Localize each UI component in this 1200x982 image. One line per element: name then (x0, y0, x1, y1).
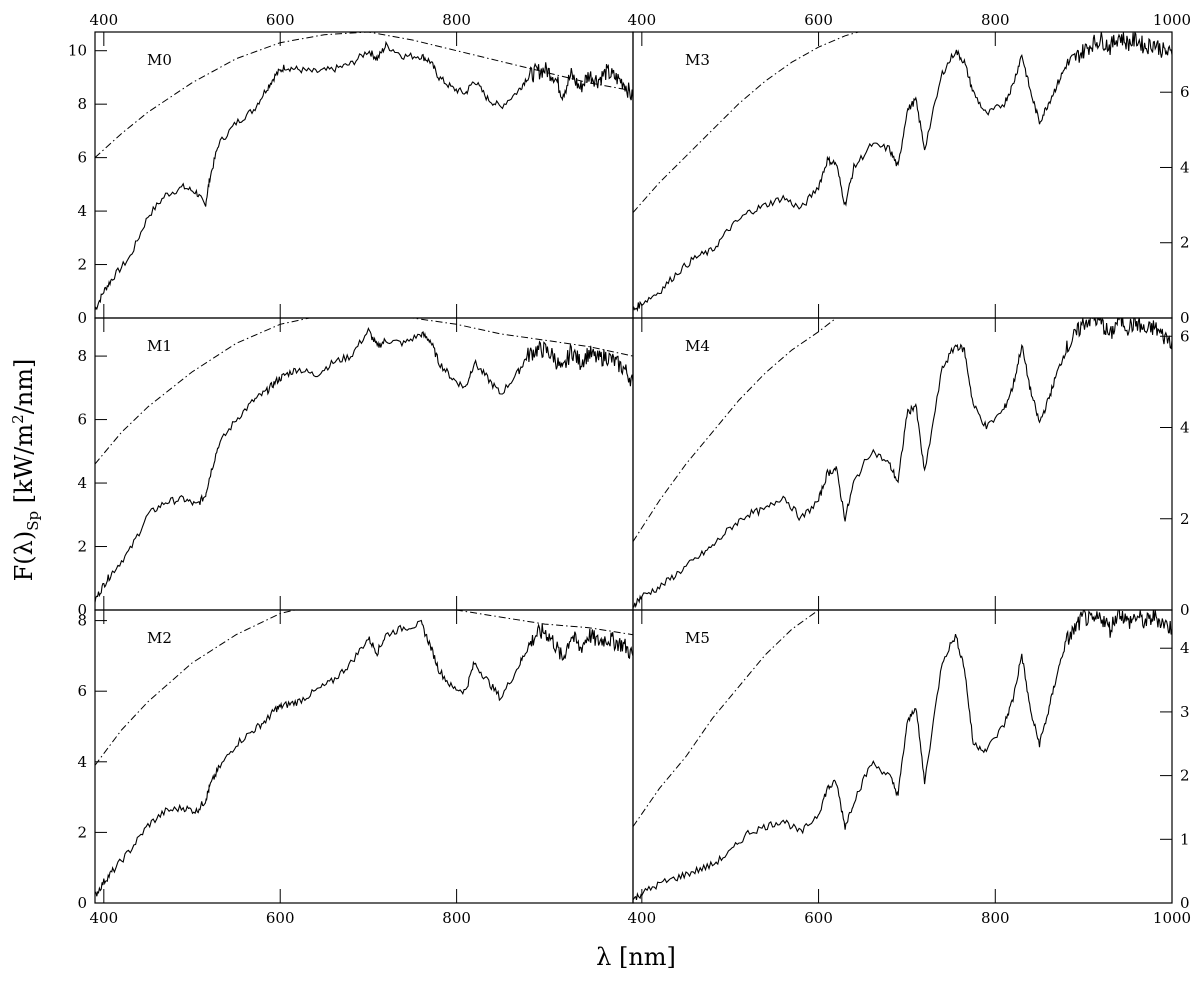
y-tick-label: 2 (77, 823, 87, 841)
y-tick-label: 0 (77, 601, 87, 619)
y-tick-label: 4 (1180, 419, 1190, 437)
panel-m2: 400 600 800 0 2 4 6 8 M2 (77, 609, 634, 927)
y-tick-label: 2 (1180, 767, 1190, 785)
y-tick-label: 0 (77, 309, 87, 327)
x-tick-label: 400 (89, 909, 118, 927)
x-tick-label: 800 (442, 909, 471, 927)
panel-m0: 400 600 800 0 2 4 6 8 10 M0 (68, 11, 634, 327)
x-tick-label: 1000 (1153, 909, 1191, 927)
panel-label-m3: M3 (685, 51, 710, 69)
spectrum-line-m4 (633, 318, 1172, 609)
panel-m4: 0 2 4 6 M4 (632, 317, 1190, 619)
blackbody-curve-m3 (633, 32, 861, 213)
panel-frame (632, 31, 1173, 319)
panel-m3: 400 600 800 1000 0 2 4 6 M3 (628, 11, 1192, 327)
y-tick-label: 8 (77, 612, 87, 630)
y-tick-label: 6 (77, 411, 87, 429)
blackbody-curve-m0 (95, 32, 633, 158)
blackbody-curve-m5 (633, 610, 819, 827)
panel-frame (94, 609, 634, 904)
spectrum-line-m2 (95, 619, 633, 897)
y-axis-title-main: F(λ) (10, 531, 38, 582)
y-tick-label: 3 (1180, 703, 1190, 721)
y-tick-label: 2 (77, 538, 87, 556)
top-x-tick-label: 1000 (1153, 11, 1191, 29)
panel-frame (94, 31, 634, 319)
y-tick-label: 4 (77, 753, 87, 771)
x-tick-label: 800 (981, 909, 1010, 927)
y-tick-label: 0 (1180, 309, 1190, 327)
y-tick-label: 0 (77, 894, 87, 912)
y-tick-label: 0 (1180, 601, 1190, 619)
y-tick-label: 6 (1180, 327, 1190, 345)
y-tick-label: 0 (1180, 894, 1190, 912)
panel-label-m0: M0 (147, 51, 172, 69)
panel-label-m2: M2 (147, 629, 172, 647)
y-tick-label: 4 (77, 202, 87, 220)
y-tick-label: 4 (1180, 639, 1190, 657)
blackbody-curve-m4 (633, 318, 837, 542)
y-tick-label: 6 (77, 682, 87, 700)
x-tick-label: 600 (804, 909, 833, 927)
panel-label-m5: M5 (685, 629, 710, 647)
panel-frame (632, 609, 1173, 904)
y-tick-label: 4 (1180, 158, 1190, 176)
panel-label-m1: M1 (147, 337, 172, 355)
spectrum-line-m0 (95, 40, 633, 311)
x-tick-label: 400 (628, 909, 657, 927)
y-tick-label: 4 (77, 474, 87, 492)
top-x-tick-label: 400 (628, 11, 657, 29)
y-axis-title-superscript: 2 (9, 414, 27, 424)
panel-frame (94, 317, 634, 611)
panel-frame (632, 317, 1173, 611)
y-tick-label: 6 (1180, 83, 1190, 101)
y-tick-label: 8 (77, 347, 87, 365)
spectrum-line-m3 (633, 32, 1172, 312)
top-x-tick-label: 600 (266, 11, 295, 29)
y-tick-label: 1 (1180, 830, 1190, 848)
x-axis-title: λ [nm] (596, 943, 676, 971)
y-tick-label: 10 (68, 42, 87, 60)
y-axis-title: F(λ)Sp [kW/m2/nm] (9, 359, 42, 582)
spectrum-line-m5 (633, 610, 1172, 901)
y-tick-label: 2 (77, 256, 87, 274)
y-axis-title-subscript: Sp (24, 511, 42, 531)
y-tick-label: 2 (1180, 510, 1190, 528)
top-x-tick-label: 800 (442, 11, 471, 29)
x-tick-label: 600 (266, 909, 295, 927)
y-tick-label: 6 (77, 149, 87, 167)
blackbody-curve-m1 (95, 318, 633, 465)
y-axis-title-units: [kW/m (10, 424, 38, 511)
blackbody-curve-m2 (95, 610, 633, 766)
y-tick-label: 2 (1180, 234, 1190, 252)
top-x-tick-label: 800 (981, 11, 1010, 29)
panel-label-m4: M4 (685, 337, 710, 355)
spectrum-line-m1 (95, 327, 633, 603)
y-axis-title-tail: /nm] (10, 359, 38, 415)
y-tick-label: 8 (77, 95, 87, 113)
top-x-tick-label: 400 (89, 11, 118, 29)
panel-m1: 0 2 4 6 8 M1 (77, 317, 634, 619)
top-x-tick-label: 600 (804, 11, 833, 29)
